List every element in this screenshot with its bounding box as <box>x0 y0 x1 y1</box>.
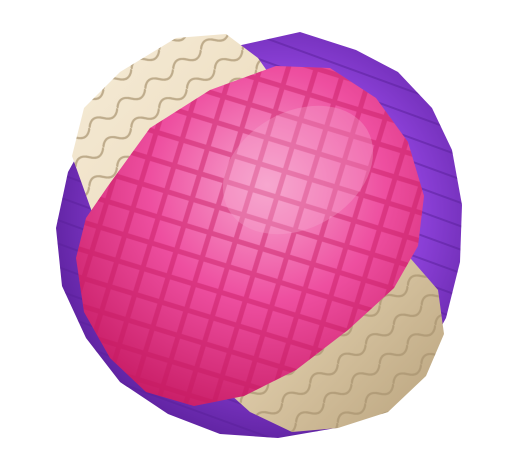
pink-yarn-wrap <box>76 66 424 406</box>
pink-highlight <box>222 105 374 235</box>
